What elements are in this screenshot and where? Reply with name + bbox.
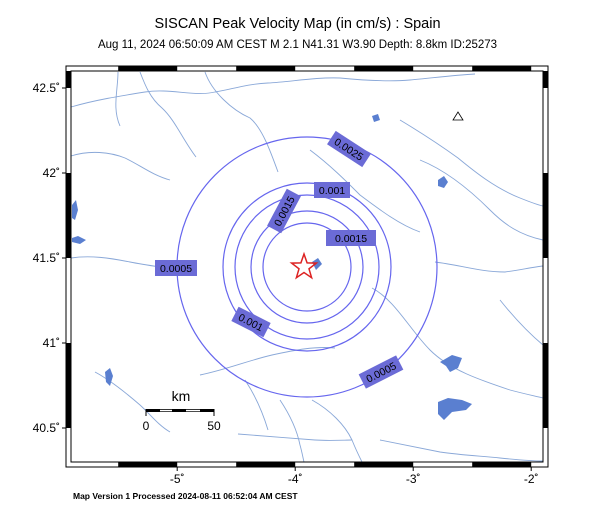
map-title: SISCAN Peak Velocity Map (in cm/s) : Spa… [154,16,441,32]
longitude-tick-label: -4˚ [288,472,303,486]
contour-label-text: 0.0015 [335,233,367,245]
reservoir [438,398,472,420]
contour-label: 0.0005 [155,260,197,276]
river [399,119,544,207]
scale-bar-label-end: 50 [207,419,221,433]
contour-label-text: 0.0005 [160,263,192,275]
reservoir [438,176,448,188]
frame-segment [354,462,414,467]
map-background [71,71,543,462]
latitude-tick-label: 42.5˚ [33,81,60,95]
latitude-tick-label: 41.5˚ [33,251,60,265]
station-triangle-icon [452,111,464,121]
river [115,71,121,127]
contour-label-text: 0.001 [319,185,345,197]
river [279,399,305,463]
map-frame [65,65,549,468]
frame-segment [66,173,71,258]
contour-label: 0.001 [314,182,350,198]
reservoir [72,236,86,244]
river [434,261,544,273]
latitude-tick-label: 42˚ [43,166,60,180]
contour-ring [234,194,380,340]
reservoir [312,258,322,270]
latitude-tick-label: 40.5˚ [33,421,60,435]
river [267,73,476,84]
frame-segment [66,71,71,88]
latitude-tick-label: 41˚ [43,336,60,350]
rivers [70,71,544,463]
frame-segment [236,462,296,467]
scale-bar-label-start: 0 [143,419,150,433]
scale-bar-title: km [172,388,191,404]
frame-segment [543,173,548,258]
river [419,159,544,241]
frame-segment [236,66,296,71]
latitude-axis: 42.5˚ 42˚ 41.5˚ 41˚ 40.5˚ [33,81,66,435]
velocity-contours [176,136,438,398]
water-bodies [72,114,472,420]
river [309,149,421,233]
river [139,71,197,158]
longitude-tick-label: -2˚ [524,472,539,486]
river [70,82,269,108]
river [237,433,353,441]
contour-ring [222,182,392,352]
frame-segment [543,71,548,88]
map-version-footer: Map Version 1 Processed 2024-08-11 06:52… [73,491,298,501]
contour-label: 0.0015 [326,230,376,246]
river [204,71,279,173]
frame-segment [543,343,548,428]
frame-segment [472,66,532,71]
frame-segment [472,462,532,467]
longitude-tick-label: -5˚ [170,472,185,486]
frame-segment [118,462,178,467]
contour-ring [250,210,364,324]
longitude-tick-label: -3˚ [406,472,421,486]
reservoir [105,368,113,386]
reservoir [72,200,78,220]
scale-bar: km 0 50 [143,388,221,433]
frame-segment [118,66,178,71]
river [379,439,544,462]
event-info: Aug 11, 2024 06:50:09 AM CEST M 2.1 N41.… [97,39,498,51]
river [70,151,171,181]
river [371,287,544,399]
contour-ring [262,222,352,312]
river [244,379,269,431]
longitude-axis: -5˚ -4˚ -3˚ -2˚ [170,467,539,486]
reservoir [372,114,380,122]
reservoir [440,355,462,372]
river [499,299,544,346]
epicenter-star-icon [289,251,319,280]
frame-segment [354,66,414,71]
river [199,347,336,376]
frame-segment [66,343,71,428]
